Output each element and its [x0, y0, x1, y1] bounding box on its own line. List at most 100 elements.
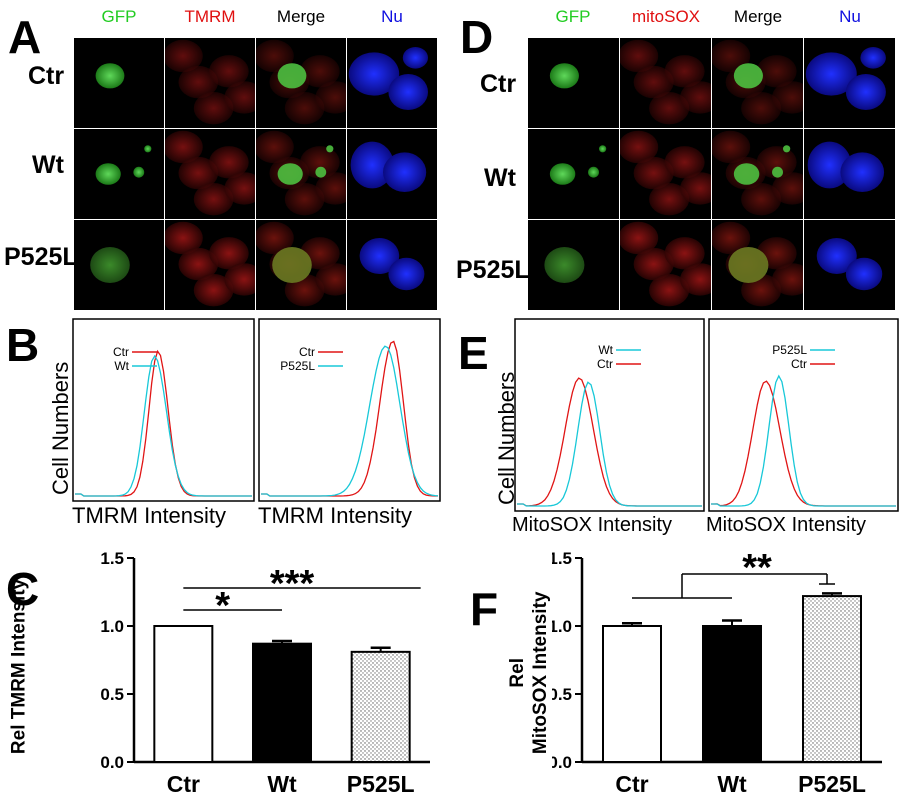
E-hist-curve-0-1: [517, 381, 702, 507]
B-hist-curve-1-1: [261, 345, 439, 497]
col-head-a-0: GFP: [101, 7, 137, 26]
bar-category-label-0-0: Ctr: [167, 771, 200, 797]
E-hist-frame-0: [514, 318, 705, 512]
micrograph-grid-d: [528, 38, 896, 310]
B-hist-curve-0-1: [75, 354, 252, 497]
sig-label-c-0: *: [215, 585, 230, 627]
bar-category-label-0-1: Wt: [267, 771, 297, 797]
micrograph-d-cell-r2-c1: [620, 220, 711, 310]
bar-ylabel-f: Rel MitoSOX Intensity: [507, 563, 553, 783]
micrograph-d-cell-r1-c0: [528, 129, 619, 219]
E-hist-curve-1-1: [711, 374, 896, 507]
col-head-a-1: TMRM: [184, 7, 236, 26]
sig-label-c-1: ***: [270, 563, 315, 605]
micrograph-d-cell-r0-c2: [712, 38, 803, 128]
B-legend-label-1-1: P525L: [280, 359, 315, 373]
bar-ytick-label-1-1: 0.5: [552, 685, 572, 704]
bar-ytick-label-0-1: 0.5: [100, 685, 124, 704]
B-legend-label-0-0: Ctr: [113, 345, 129, 359]
bar-category-label-1-2: P525L: [798, 771, 866, 797]
micrograph-a-cell-r1-c1: [165, 129, 255, 219]
micrograph-a-cell-r2-c2: [256, 220, 346, 310]
bar-ytick-label-1-0: 0.0: [552, 753, 572, 772]
B-hist-frame-1: [258, 318, 441, 502]
bar-chart-f: 0.0 0.5 1.0 1.5 Ctr Wt P525L **: [552, 547, 882, 797]
micrograph-d-cell-r1-c3: [804, 129, 895, 219]
bar-0-wt: [252, 642, 312, 763]
row-label-a-p525l: P525L: [4, 243, 78, 271]
bar-0-ctr: [153, 625, 214, 763]
row-label-d-ctr: Ctr: [480, 70, 517, 98]
panel-letter-c: C: [6, 563, 40, 615]
E-hist-frame-1: [708, 318, 899, 512]
E-legend-label-1-1: Ctr: [791, 357, 807, 371]
bar-ylabel-f-line2: MitoSOX Intensity: [530, 591, 551, 755]
row-label-a-ctr: Ctr: [28, 62, 65, 90]
micrograph-a-cell-r1-c0: [74, 129, 164, 219]
panel-letter-d: D: [460, 11, 494, 63]
hist-xlabel-e-right: MitoSOX Intensity: [706, 514, 867, 536]
E-hist-curve-1-0: [711, 380, 896, 507]
bar-category-label-1-0: Ctr: [615, 771, 648, 797]
col-head-a-2: Merge: [276, 7, 326, 26]
bar-1-p525l: [802, 595, 862, 763]
row-label-d-p525l: P525L: [456, 256, 530, 284]
panel-letter-b: B: [6, 319, 40, 371]
hist-ylabel-b: Cell Numbers: [48, 361, 73, 495]
bar-category-label-0-2: P525L: [347, 771, 415, 797]
micrograph-a-cell-r0-c1: [165, 38, 255, 128]
B-legend-label-0-1: Wt: [114, 359, 129, 373]
micrograph-grid-a: [74, 38, 438, 310]
E-legend-label-0-0: Wt: [598, 343, 613, 357]
bar-ytick-label-0-2: 1.0: [100, 617, 124, 636]
panel-letter-a: A: [8, 11, 42, 63]
B-legend-label-1-0: Ctr: [299, 345, 315, 359]
micrograph-d-cell-r2-c0: [528, 220, 619, 310]
micrograph-a-cell-r2-c0: [74, 220, 164, 310]
bar-ytick-label-0-3: 1.5: [100, 549, 124, 568]
col-head-d-0: GFP: [555, 7, 591, 26]
micrograph-a-cell-r0-c3: [347, 38, 437, 128]
micrograph-d-cell-r2-c3: [804, 220, 895, 310]
B-hist-curve-0-0: [75, 349, 252, 497]
col-head-a-3: Nu: [381, 7, 403, 26]
bar-category-label-1-1: Wt: [717, 771, 747, 797]
micrograph-a-cell-r0-c2: [256, 38, 346, 128]
bar-ytick-label-1-3: 1.5: [552, 549, 572, 568]
micrograph-a-cell-r1-c2: [256, 129, 346, 219]
micrograph-d-cell-r0-c3: [804, 38, 895, 128]
hist-xlabel-e-left: MitoSOX Intensity: [512, 514, 673, 536]
col-head-d-1: mitoSOX: [631, 7, 701, 26]
row-label-a-wt: Wt: [32, 151, 64, 179]
bar-0-p525l: [350, 650, 411, 763]
B-hist-frame-0: [72, 318, 255, 502]
micrograph-a-cell-r2-c3: [347, 220, 437, 310]
bar-1-wt: [702, 625, 762, 763]
row-label-d-wt: Wt: [484, 164, 516, 192]
bar-ylabel-f-line1: Rel: [507, 658, 529, 688]
bar-ylabel-c: Rel TMRM Intensity: [8, 578, 30, 755]
micrograph-d-cell-r2-c2: [712, 220, 803, 310]
micrograph-a-cell-r0-c0: [74, 38, 164, 128]
bar-ytick-label-0-0: 0.0: [100, 753, 124, 772]
hist-xlabel-b-left: TMRM Intensity: [72, 503, 227, 528]
micrograph-d-cell-r0-c0: [528, 38, 619, 128]
micrograph-d-cell-r0-c1: [620, 38, 711, 128]
micrograph-d-cell-r1-c1: [620, 129, 711, 219]
micrograph-a-cell-r2-c1: [165, 220, 255, 310]
bar-1-ctr: [602, 625, 662, 763]
micrograph-a-cell-r1-c3: [347, 129, 437, 219]
panel-letter-f: F: [470, 583, 499, 635]
E-legend-label-1-0: P525L: [772, 343, 807, 357]
micrograph-d-cell-r1-c2: [712, 129, 803, 219]
bar-ytick-label-1-2: 1.0: [552, 617, 572, 636]
sig-label-f: **: [742, 547, 772, 589]
col-head-d-3: Nu: [839, 7, 861, 26]
panel-letter-e: E: [458, 327, 489, 379]
col-head-d-2: Merge: [733, 7, 783, 26]
E-legend-label-0-1: Ctr: [597, 357, 613, 371]
hist-xlabel-b-right: TMRM Intensity: [258, 503, 413, 528]
